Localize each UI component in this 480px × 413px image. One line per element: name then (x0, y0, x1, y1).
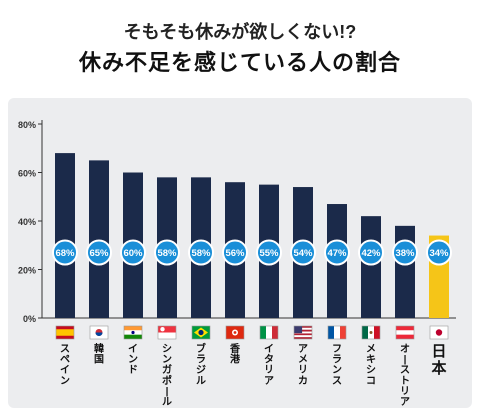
value-badge (120, 239, 146, 266)
flag-brazil-icon (191, 325, 211, 340)
x-tick-label: ブラジル (196, 342, 206, 387)
data-label: 38% (395, 248, 415, 259)
flag-austria-icon (395, 325, 415, 340)
value-badge (222, 239, 248, 266)
x-tick-label: フランス (332, 343, 342, 387)
bar (89, 160, 109, 318)
y-tick-label: 0% (23, 314, 36, 324)
flag-italy-icon (259, 325, 279, 340)
x-tick-label: メキシコ (366, 343, 376, 387)
data-label: 60% (123, 248, 143, 259)
data-label: 58% (157, 248, 177, 259)
data-label: 34% (429, 248, 449, 259)
value-badge (154, 239, 180, 266)
y-tick-label: 40% (18, 217, 36, 227)
data-label: 68% (55, 248, 75, 259)
x-tick-label: 香港 (230, 342, 241, 366)
flag-mexico-icon (361, 325, 381, 340)
flag-singapore-icon (157, 325, 177, 340)
bar (55, 153, 75, 318)
flag-france-icon (327, 325, 347, 340)
value-badge (392, 239, 418, 266)
value-badge (290, 239, 316, 266)
flag-hongkong-icon (225, 325, 245, 340)
data-label: 56% (225, 248, 245, 259)
flag-japan-icon (429, 325, 449, 340)
x-tick-label: アメリカ (298, 343, 308, 387)
data-label: 55% (259, 248, 279, 259)
data-label: 47% (327, 248, 347, 259)
value-badge (188, 239, 214, 266)
value-badge (324, 239, 350, 266)
value-badge (358, 239, 384, 266)
y-tick-label: 60% (18, 169, 36, 179)
data-label: 54% (293, 248, 313, 259)
flag-korea-icon (89, 325, 109, 340)
y-tick-label: 80% (18, 120, 36, 130)
x-tick-label: インド (128, 343, 138, 376)
chart-subtitle: そもそも休みが欲しくない!? (123, 22, 357, 42)
data-label: 58% (191, 248, 211, 259)
x-tick-label: イタリア (264, 343, 274, 387)
x-tick-label: 日本 (431, 343, 446, 377)
data-label: 42% (361, 248, 381, 259)
value-badge (86, 239, 112, 266)
value-badge (256, 239, 282, 266)
chart-title: 休み不足を感じている人の割合 (78, 50, 401, 75)
data-label: 65% (89, 248, 109, 259)
value-badge (52, 239, 78, 266)
flag-spain-icon (55, 325, 75, 340)
bar (361, 216, 381, 318)
x-tick-label: オ|ストリア (400, 343, 410, 408)
value-badge (426, 239, 452, 266)
x-tick-label: シンガポ|ル (162, 343, 172, 408)
flag-india-icon (123, 325, 143, 340)
y-tick-label: 20% (18, 266, 36, 276)
flag-usa-icon (293, 325, 313, 340)
x-tick-label: 韓国 (94, 342, 104, 366)
x-tick-label: スペイン (60, 343, 70, 387)
